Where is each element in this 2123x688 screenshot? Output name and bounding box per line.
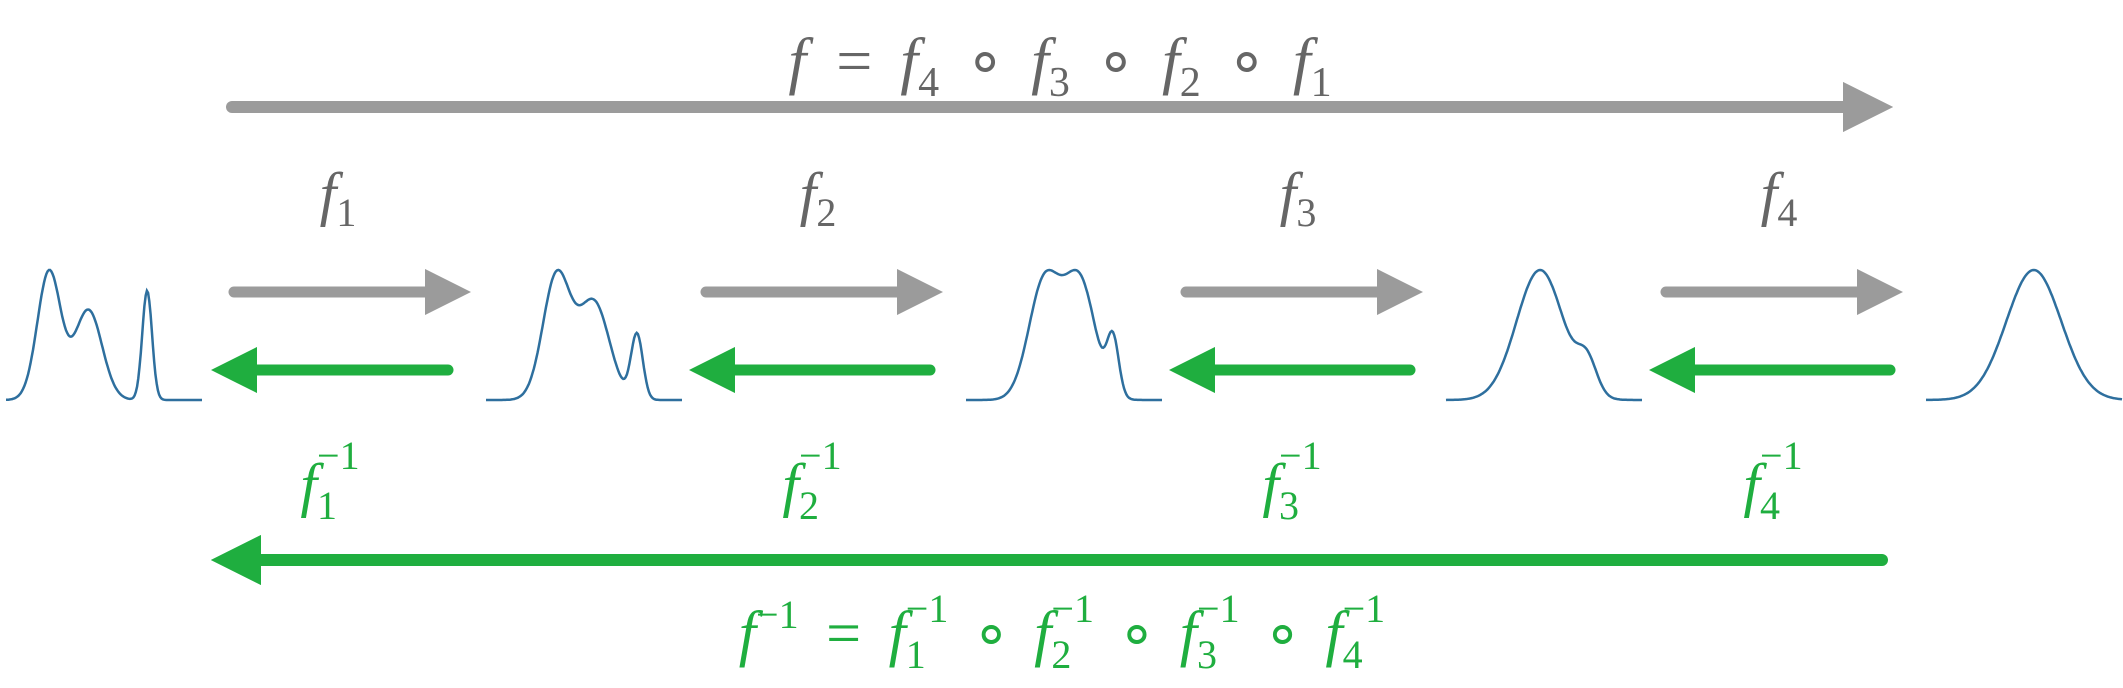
forward-label-f1: f1 [320, 161, 357, 235]
distribution-curve-5 [1926, 268, 2123, 402]
formula-op: ∘ [1096, 25, 1136, 96]
formula-op: ∘ [1227, 25, 1267, 96]
distribution-curve-1 [6, 268, 202, 402]
distribution-curve-2 [486, 268, 682, 402]
inverse-composition-formula: f−1 = f1−1 ∘ f2−1 ∘ f3−1 ∘ f4−1 [739, 568, 1385, 677]
formula-term-f2-sub: 2 [1180, 60, 1201, 106]
formula-equals: = [836, 25, 872, 96]
formula-lhs: f [788, 25, 814, 96]
forward-label-f4: f4 [1761, 161, 1798, 235]
formula-term-f4-sub: 4 [918, 60, 939, 106]
distribution-curve-4 [1445, 268, 1642, 402]
inv-formula-op: ∘ [972, 600, 1011, 668]
inv-formula-equals: = [826, 600, 861, 668]
forward-composition-formula: f = f4 ∘ f3 ∘ f2 ∘ f1 [788, 25, 1331, 110]
formula-term-f3-sub: 3 [1049, 60, 1070, 106]
inv-formula-lhs-sup: −1 [756, 592, 799, 637]
inv-formula-op: ∘ [1117, 600, 1156, 668]
distribution-curves [6, 268, 2123, 402]
formula-term-f1-sub: 1 [1311, 60, 1332, 106]
formula-op: ∘ [965, 25, 1005, 96]
inverse-label-f3: f3−1 [1262, 433, 1321, 528]
forward-label-f3: f3 [1280, 161, 1317, 235]
distribution-curve-3 [966, 268, 1162, 402]
inverse-label-f2: f2−1 [782, 433, 841, 528]
inv-formula-op: ∘ [1263, 600, 1302, 668]
inverse-label-f1: f1−1 [300, 433, 359, 528]
inverse-label-f4: f4−1 [1743, 433, 1802, 528]
forward-label-f2: f2 [800, 161, 837, 235]
